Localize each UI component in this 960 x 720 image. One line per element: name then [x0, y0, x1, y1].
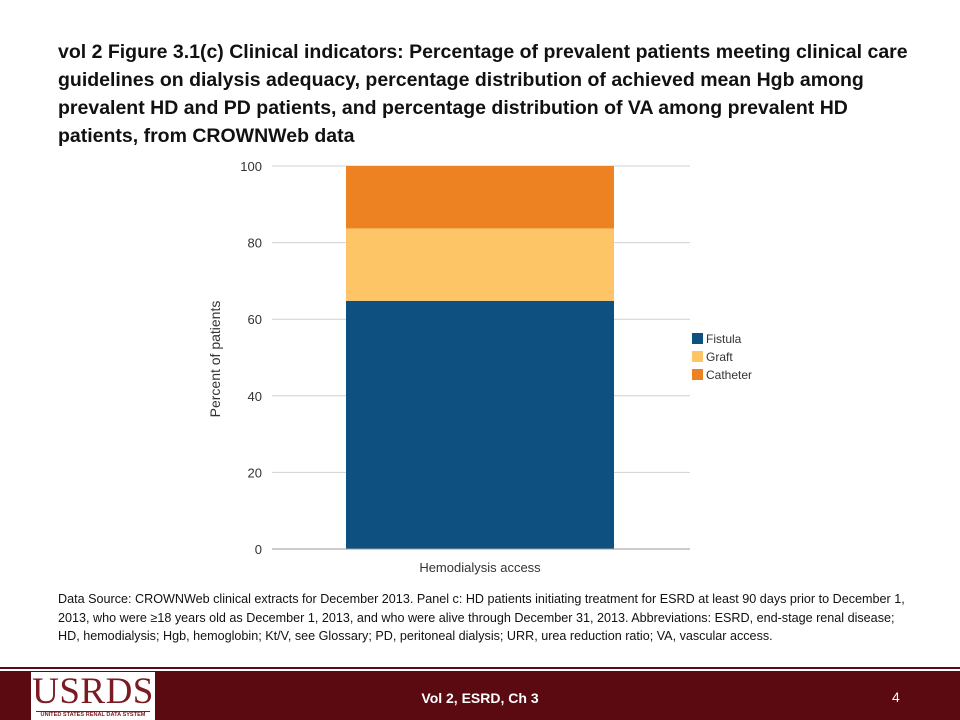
bar-segment-catheter: [346, 166, 614, 229]
footer-bar: [0, 671, 960, 720]
legend-swatch-catheter: [692, 369, 703, 380]
slide-title: vol 2 Figure 3.1(c) Clinical indicators:…: [58, 41, 908, 147]
legend-label-graft: Graft: [706, 350, 733, 364]
bar-segment-fistula: [346, 300, 614, 549]
logo-rule: [36, 711, 150, 712]
page-number: 4: [892, 689, 900, 705]
footer-divider: [0, 667, 960, 669]
chart-legend: Fistula Graft Catheter: [692, 332, 752, 382]
chart: 0 20 40 60 80 100 Fistula Graft Catheter Percen…: [207, 159, 752, 575]
y-tick-label: 80: [248, 236, 262, 251]
footer-section-label: Vol 2, ESRD, Ch 3: [421, 690, 539, 706]
y-tick-label: 0: [255, 542, 262, 557]
chart-axes: 0 20 40 60 80 100: [240, 159, 690, 557]
x-axis-label: Hemodialysis access: [419, 560, 541, 575]
logo-subtitle: UNITED STATES RENAL DATA SYSTEM: [40, 712, 146, 718]
usrds-logo: USRDS UNITED STATES RENAL DATA SYSTEM: [31, 672, 155, 720]
chart-bars: [346, 166, 614, 549]
legend-swatch-fistula: [692, 333, 703, 344]
legend-label-fistula: Fistula: [706, 332, 742, 346]
legend-swatch-graft: [692, 351, 703, 362]
y-tick-label: 100: [240, 159, 262, 174]
y-tick-label: 40: [248, 389, 262, 404]
logo-wordmark: USRDS: [32, 671, 154, 712]
bar-segment-graft: [346, 228, 614, 301]
y-axis-label: Percent of patients: [207, 301, 223, 418]
source-note: Data Source: CROWNWeb clinical extracts …: [58, 592, 905, 644]
y-tick-label: 60: [248, 312, 262, 327]
legend-label-catheter: Catheter: [706, 368, 752, 382]
y-tick-label: 20: [248, 465, 262, 480]
